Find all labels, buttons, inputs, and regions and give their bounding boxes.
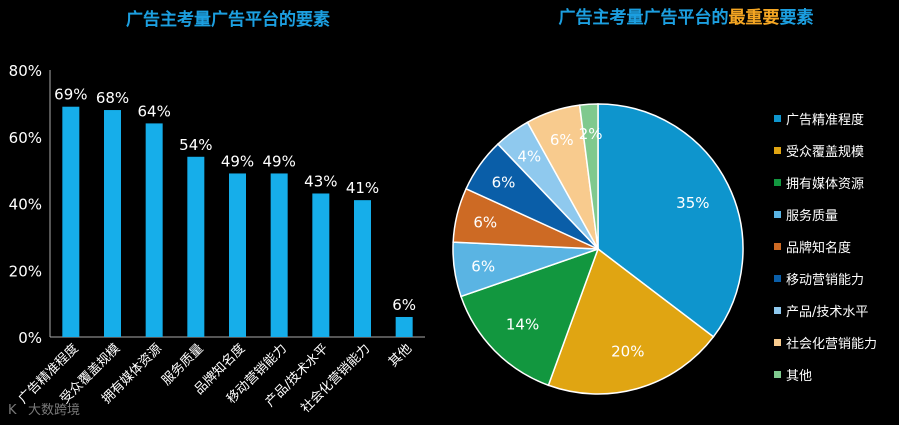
legend-swatch — [774, 243, 781, 250]
legend-label: 拥有媒体资源 — [786, 177, 864, 192]
legend-swatch — [774, 275, 781, 282]
pie-value-label: 14% — [506, 315, 539, 333]
legend-label: 服务质量 — [786, 208, 838, 224]
legend-label: 产品/技术水平 — [786, 305, 868, 320]
bar — [354, 200, 371, 337]
bar — [187, 156, 205, 337]
legend-swatch — [774, 371, 781, 378]
legend-label: 品牌知名度 — [786, 240, 851, 256]
bar-value-label: 69% — [54, 86, 87, 104]
x-category-label: 其他 — [386, 341, 415, 370]
pie-slice — [460, 247, 600, 387]
bar — [312, 193, 330, 337]
bar — [395, 316, 413, 337]
bar-value-label: 49% — [262, 152, 295, 170]
bar-value-label: 49% — [221, 152, 254, 170]
x-category-label: 社会化营销能力 — [298, 341, 374, 417]
pie-title-part: 要素 — [780, 8, 814, 28]
bar-value-label: 64% — [137, 102, 170, 120]
y-tick-label: 60% — [9, 129, 42, 147]
legend-label: 广告精准程度 — [786, 112, 864, 128]
legend-label: 受众覆盖规模 — [786, 145, 864, 160]
pie-value-label: 4% — [517, 148, 541, 166]
bar-chart-title: 广告主考量广告平台的要素 — [126, 9, 330, 30]
legend-label: 社会化营销能力 — [786, 336, 877, 352]
legend-swatch — [774, 307, 781, 314]
watermark-text: 大数跨境 — [28, 403, 80, 418]
pie-slice — [578, 103, 599, 250]
legend-label: 其他 — [786, 369, 812, 384]
pie-value-label: 2% — [579, 125, 603, 143]
pie-value-label: 35% — [676, 194, 709, 212]
y-tick-label: 80% — [9, 62, 42, 80]
bar-value-label: 41% — [346, 179, 379, 197]
legend-swatch — [774, 339, 781, 346]
legend-label: 移动营销能力 — [786, 273, 864, 288]
pie-slice — [547, 247, 715, 395]
watermark-mark: K — [8, 403, 17, 418]
bar — [62, 106, 80, 338]
bar-value-label: 54% — [179, 136, 212, 154]
y-tick-label: 40% — [9, 196, 42, 214]
pie-value-label: 20% — [611, 343, 644, 361]
pie-slice — [597, 103, 744, 338]
legend-swatch — [774, 115, 781, 122]
bar-value-label: 43% — [304, 172, 337, 190]
bar-value-label: 68% — [96, 89, 129, 107]
y-tick-label: 20% — [9, 262, 42, 280]
bar — [270, 173, 288, 337]
legend-swatch — [774, 211, 781, 218]
legend-swatch — [774, 179, 781, 186]
bar — [104, 110, 121, 337]
pie-value-label: 6% — [492, 174, 516, 192]
pie-value-label: 6% — [473, 214, 497, 232]
bar-value-label: 6% — [392, 296, 416, 314]
pie-value-label: 6% — [550, 131, 574, 149]
bar — [145, 123, 163, 338]
bar — [229, 173, 246, 337]
pie-value-label: 6% — [471, 258, 495, 276]
watermark-logo: K 大数跨境 — [8, 403, 80, 418]
y-tick-label: 0% — [18, 329, 42, 347]
pie-title-part: 广告主考量广告平台的 — [559, 7, 729, 28]
pie-title-part: 最重要 — [729, 7, 780, 28]
pie-chart-title: 广告主考量广告平台的最重要要素 — [559, 7, 814, 28]
legend-swatch — [774, 147, 781, 154]
